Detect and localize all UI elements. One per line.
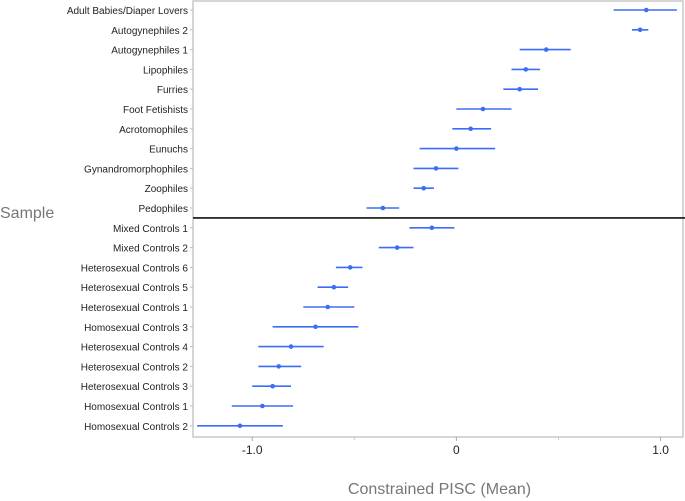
x-axis-label: Constrained PISC (Mean) xyxy=(347,481,532,498)
x-tick-label: 1.0 xyxy=(652,443,669,457)
y-tick-label: Autogynephiles 1 xyxy=(111,46,188,57)
mean-point xyxy=(270,383,275,389)
mean-point xyxy=(288,344,294,349)
x-tick-label: -1.0 xyxy=(242,443,263,457)
y-tick-label: Homosexual Controls 2 xyxy=(84,422,188,433)
mean-point xyxy=(313,324,318,330)
mean-point xyxy=(429,225,435,231)
mean-point xyxy=(380,205,386,211)
mean-point xyxy=(394,245,400,250)
mean-point xyxy=(260,403,265,409)
y-tick-label: Acrotomophiles xyxy=(119,125,188,136)
y-tick-label: Foot Fetishists xyxy=(123,105,188,116)
y-tick-label: Furries xyxy=(157,85,188,96)
mean-point xyxy=(454,146,459,151)
mean-point xyxy=(468,126,473,132)
y-tick-label: Eunuchs xyxy=(149,145,188,156)
y-tick-label: Zoophiles xyxy=(145,184,188,195)
y-tick-label: Pedophiles xyxy=(139,204,188,215)
mean-point xyxy=(433,166,439,171)
mean-point xyxy=(276,364,282,369)
mean-point xyxy=(480,106,486,112)
mean-point xyxy=(325,304,331,310)
y-tick-label: Heterosexual Controls 5 xyxy=(81,283,189,294)
y-tick-label: Heterosexual Controls 3 xyxy=(81,382,189,393)
y-tick-label: Adult Babies/Diaper Lovers xyxy=(67,6,188,17)
y-tick-label: Autogynephiles 2 xyxy=(111,26,188,37)
plot-frame xyxy=(192,0,684,438)
mean-point xyxy=(421,185,427,191)
mean-point xyxy=(523,67,529,72)
mean-point xyxy=(637,27,643,33)
mean-point xyxy=(331,284,337,290)
y-tick-label: Gynandromorphophiles xyxy=(84,164,188,175)
y-tick-label: Lipophiles xyxy=(143,65,188,76)
y-tick-label: Heterosexual Controls 2 xyxy=(81,362,189,373)
mean-point xyxy=(347,265,353,270)
y-tick-label: Heterosexual Controls 4 xyxy=(81,343,189,354)
y-tick-label: Homosexual Controls 3 xyxy=(84,323,188,334)
y-tick-label: Homosexual Controls 1 xyxy=(84,402,188,413)
y-tick-label: Mixed Controls 2 xyxy=(113,244,188,255)
mean-point xyxy=(643,7,649,13)
mean-point xyxy=(237,423,243,429)
mean-point xyxy=(543,47,549,52)
y-axis-label: Sample xyxy=(0,205,55,222)
x-tick-label: 0 xyxy=(453,443,460,457)
y-tick-label: Heterosexual Controls 1 xyxy=(81,303,189,314)
mean-point xyxy=(517,86,522,92)
y-tick-label: Heterosexual Controls 6 xyxy=(81,263,189,274)
y-tick-label: Mixed Controls 1 xyxy=(113,224,188,235)
